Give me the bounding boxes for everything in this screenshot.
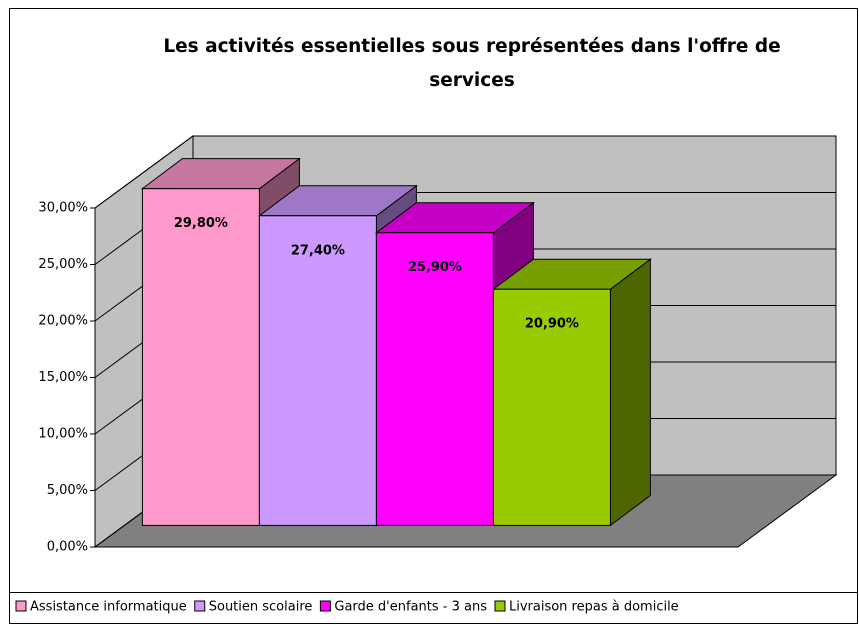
legend-swatch <box>494 600 506 612</box>
data-label: 29,80% <box>174 216 228 231</box>
y-tick-label: 30,00% <box>38 201 88 216</box>
legend-box <box>9 592 858 624</box>
grid-line <box>94 135 836 209</box>
legend-swatch <box>319 600 331 612</box>
chart-title: Les activités essentielles sous représen… <box>163 36 781 91</box>
bar-front <box>492 288 611 526</box>
y-tick-label: 25,00% <box>38 257 88 272</box>
y-tick-label: 0,00% <box>47 540 88 555</box>
y-tick-label: 20,00% <box>38 314 88 329</box>
data-label: 25,90% <box>408 260 462 275</box>
legend-swatch <box>15 600 27 612</box>
data-label: 27,40% <box>291 243 345 258</box>
bar <box>491 258 652 527</box>
bar-front <box>375 232 494 526</box>
legend-label: Garde d'enfants - 3 ans <box>334 600 487 615</box>
legend-swatch <box>194 600 206 612</box>
y-tick-label: 5,00% <box>47 483 88 498</box>
y-tick-label: 10,00% <box>38 427 88 442</box>
data-label: 20,90% <box>525 317 579 332</box>
bar-front <box>141 188 260 526</box>
legend-label: Assistance informatique <box>30 600 187 615</box>
y-tick-label: 15,00% <box>38 370 88 385</box>
legend-label: Soutien scolaire <box>209 600 313 615</box>
bar-side <box>609 258 651 527</box>
bar-front <box>258 215 377 526</box>
legend-label: Livraison repas à domicile <box>509 600 679 615</box>
